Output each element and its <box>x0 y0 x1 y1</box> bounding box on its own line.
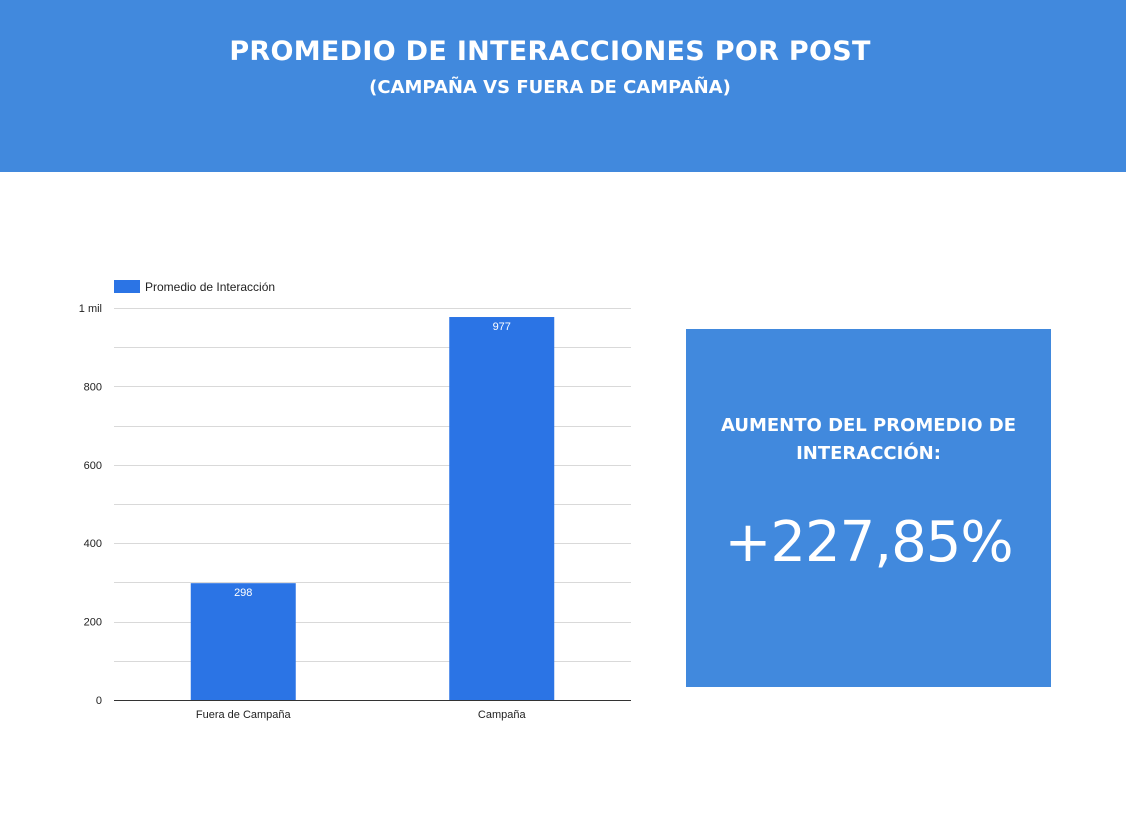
x-tick-label: Fuera de Campaña <box>196 709 292 721</box>
y-tick-label: 600 <box>84 460 102 472</box>
bar-data-labels: 298 977 <box>234 321 511 599</box>
page-title: PROMEDIO DE INTERACCIONES POR POST <box>229 36 871 67</box>
y-tick-label: 800 <box>84 381 102 393</box>
page-subtitle: (CAMPAÑA VS FUERA DE CAMPAÑA) <box>369 77 731 98</box>
bar-chart: Promedio de Interacción 0 200 400 600 800 1 m… <box>79 280 631 721</box>
header-banner: PROMEDIO DE INTERACCIONES POR POST (CAMP… <box>0 0 1126 172</box>
chart-bars <box>190 317 555 700</box>
y-tick-label: 200 <box>84 617 102 629</box>
bar-data-label: 977 <box>493 321 511 333</box>
x-tick-label: Campaña <box>478 709 527 721</box>
y-tick-label: 400 <box>84 538 102 550</box>
y-tick-label: 1 mil <box>79 303 102 315</box>
y-tick-label: 0 <box>96 695 102 707</box>
kpi-label: AUMENTO DEL PROMEDIO DE INTERACCIÓN: <box>720 415 1017 464</box>
legend-swatch <box>114 280 140 293</box>
kpi-card: AUMENTO DEL PROMEDIO DE INTERACCIÓN: +22… <box>686 329 1051 687</box>
x-axis-ticks: Fuera de Campaña Campaña <box>196 709 527 721</box>
y-axis-ticks: 0 200 400 600 800 1 mil <box>79 303 102 707</box>
bar <box>449 317 555 700</box>
kpi-value: +227,85% <box>724 510 1013 575</box>
bar-data-label: 298 <box>234 587 252 599</box>
chart-legend: Promedio de Interacción <box>114 280 275 294</box>
bar <box>190 583 296 700</box>
legend-label: Promedio de Interacción <box>145 280 275 294</box>
